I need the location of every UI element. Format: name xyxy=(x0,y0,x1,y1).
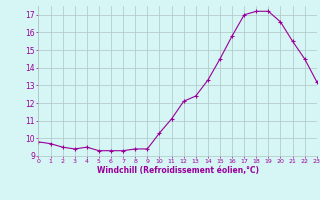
X-axis label: Windchill (Refroidissement éolien,°C): Windchill (Refroidissement éolien,°C) xyxy=(97,166,259,175)
